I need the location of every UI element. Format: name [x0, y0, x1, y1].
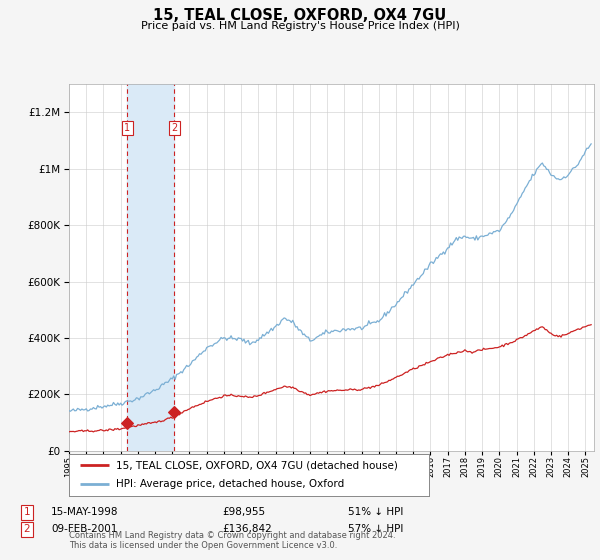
Text: 2: 2 [171, 123, 177, 133]
Text: 2: 2 [23, 524, 31, 534]
Text: Price paid vs. HM Land Registry's House Price Index (HPI): Price paid vs. HM Land Registry's House … [140, 21, 460, 31]
Text: 57% ↓ HPI: 57% ↓ HPI [348, 524, 403, 534]
Text: 1: 1 [124, 123, 130, 133]
Text: 15, TEAL CLOSE, OXFORD, OX4 7GU: 15, TEAL CLOSE, OXFORD, OX4 7GU [154, 8, 446, 24]
Bar [127, 84, 174, 451]
Point [122, 418, 132, 427]
Text: £136,842: £136,842 [222, 524, 272, 534]
Text: 15-MAY-1998: 15-MAY-1998 [51, 507, 119, 517]
Point [169, 408, 179, 417]
Text: £98,955: £98,955 [222, 507, 265, 517]
Text: 51% ↓ HPI: 51% ↓ HPI [348, 507, 403, 517]
Text: 09-FEB-2001: 09-FEB-2001 [51, 524, 118, 534]
Text: Contains HM Land Registry data © Crown copyright and database right 2024.
This d: Contains HM Land Registry data © Crown c… [69, 530, 395, 550]
Text: 1: 1 [23, 507, 31, 517]
Text: 15, TEAL CLOSE, OXFORD, OX4 7GU (detached house): 15, TEAL CLOSE, OXFORD, OX4 7GU (detache… [116, 460, 398, 470]
Text: HPI: Average price, detached house, Oxford: HPI: Average price, detached house, Oxfo… [116, 479, 344, 489]
